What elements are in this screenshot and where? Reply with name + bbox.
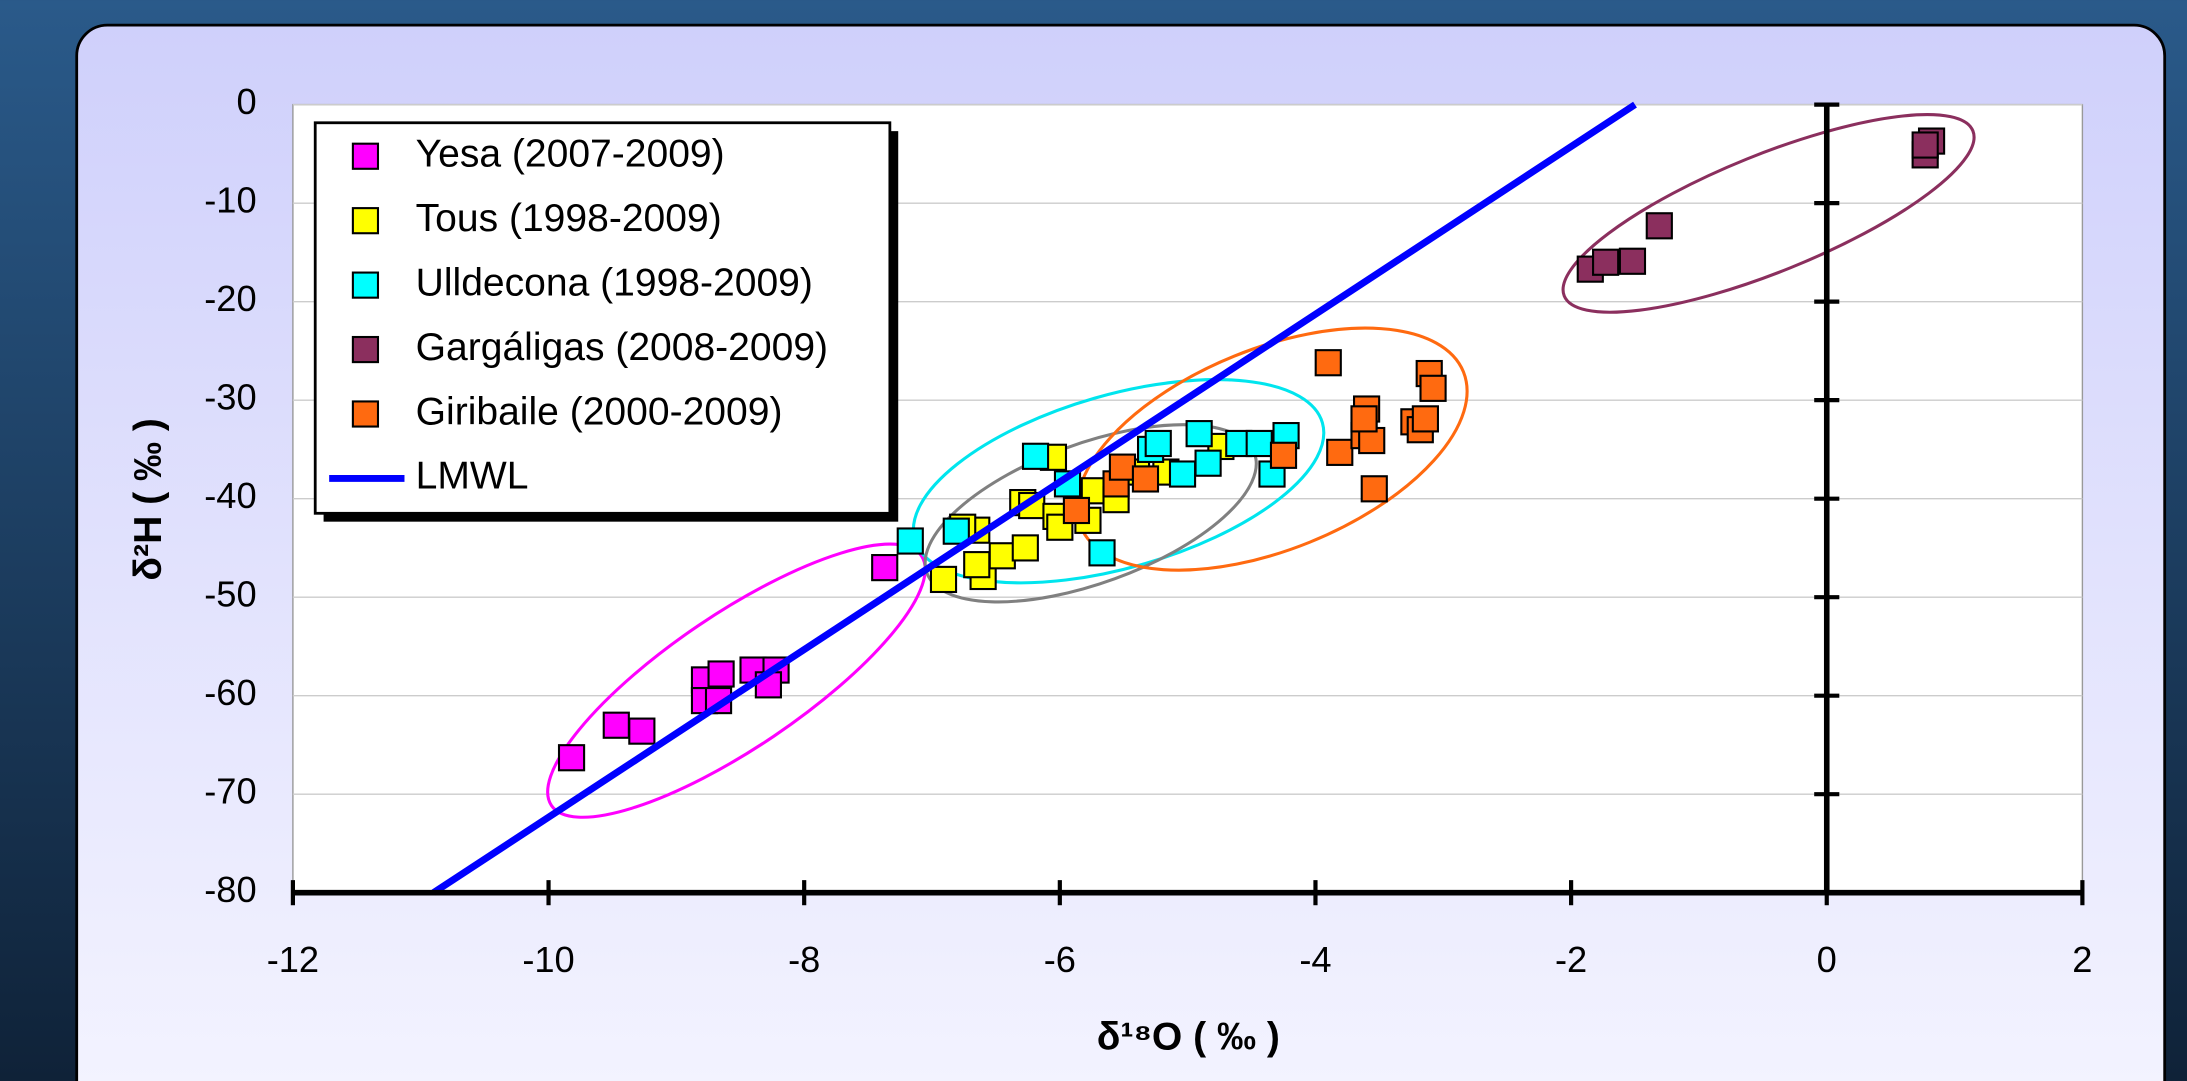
x-tick-label: -8 bbox=[788, 939, 820, 980]
point bbox=[1108, 453, 1137, 481]
x-tick-label: 0 bbox=[1817, 939, 1837, 980]
point bbox=[1911, 131, 1939, 159]
y-tick-label: -80 bbox=[204, 869, 256, 910]
x-tick-label: -6 bbox=[1044, 939, 1076, 980]
legend-label: Tous (1998-2009) bbox=[416, 197, 722, 240]
legend-label: LMWL bbox=[416, 455, 529, 498]
legend-swatch bbox=[351, 207, 380, 235]
point bbox=[1021, 442, 1050, 470]
point bbox=[557, 744, 586, 772]
legend-label: Gargáligas (2008-2009) bbox=[416, 326, 828, 369]
x-tick-label: -10 bbox=[522, 939, 574, 980]
point bbox=[896, 527, 924, 555]
point bbox=[1185, 420, 1213, 448]
marks bbox=[431, 101, 1946, 896]
legend-items: Yesa (2007-2009) Tous (1998-2009) Ulldecon… bbox=[329, 133, 828, 498]
legend-swatch bbox=[351, 271, 380, 299]
point bbox=[1131, 465, 1160, 493]
point bbox=[929, 565, 958, 594]
point bbox=[1144, 429, 1172, 458]
ellipse bbox=[546, 542, 927, 819]
point bbox=[1592, 248, 1620, 276]
x-tick-label: -2 bbox=[1555, 939, 1587, 980]
point bbox=[602, 711, 630, 739]
point bbox=[1245, 429, 1273, 458]
point bbox=[871, 554, 899, 582]
point bbox=[1011, 534, 1039, 562]
point bbox=[1088, 539, 1116, 567]
x-axis-label: δ¹⁸O ( ‰ ) bbox=[1097, 1015, 1280, 1058]
y-tick-label: -10 bbox=[204, 180, 256, 221]
ellipse bbox=[1561, 113, 1976, 314]
point bbox=[1194, 449, 1222, 477]
legend-label: Yesa (2007-2009) bbox=[416, 133, 725, 176]
legend-label: Ulldecona (1998-2009) bbox=[416, 261, 813, 304]
y-axis-label: δ²H ( ‰ ) bbox=[127, 418, 170, 580]
y-tick-label: -60 bbox=[204, 672, 256, 713]
point bbox=[1269, 441, 1298, 469]
point bbox=[1350, 405, 1378, 433]
point bbox=[1360, 475, 1388, 503]
point bbox=[1314, 349, 1342, 377]
point bbox=[1419, 374, 1447, 402]
y-tick-label: -20 bbox=[204, 278, 256, 319]
point bbox=[628, 717, 656, 745]
point bbox=[1168, 460, 1197, 488]
legend-swatch bbox=[351, 400, 380, 428]
point bbox=[1618, 247, 1647, 275]
line bbox=[431, 101, 1637, 896]
legend bbox=[313, 121, 892, 515]
legend-label: Giribaile (2000-2009) bbox=[416, 390, 783, 433]
y-tick-label: -50 bbox=[204, 574, 256, 615]
legend-swatch bbox=[351, 142, 380, 170]
y-tick-label: 0 bbox=[236, 81, 256, 122]
x-tick-label: -4 bbox=[1299, 939, 1331, 980]
point bbox=[963, 551, 991, 579]
point bbox=[1411, 405, 1439, 433]
point bbox=[1645, 212, 1673, 240]
point bbox=[942, 517, 970, 545]
axes: -80-70-60-50-40-30-20-100-12 -10 -8 -6 -4 -2 0… bbox=[204, 81, 2092, 980]
x-tick-label: -12 bbox=[267, 939, 319, 980]
point bbox=[1062, 496, 1091, 525]
y-tick-label: -70 bbox=[204, 771, 256, 812]
point bbox=[1326, 438, 1354, 466]
y-tick-label: -40 bbox=[204, 475, 256, 516]
x-tick-label: 2 bbox=[2072, 939, 2092, 980]
point bbox=[988, 542, 1016, 570]
point bbox=[707, 660, 735, 688]
legend-swatch bbox=[351, 335, 380, 364]
y-tick-label: -30 bbox=[204, 377, 256, 418]
